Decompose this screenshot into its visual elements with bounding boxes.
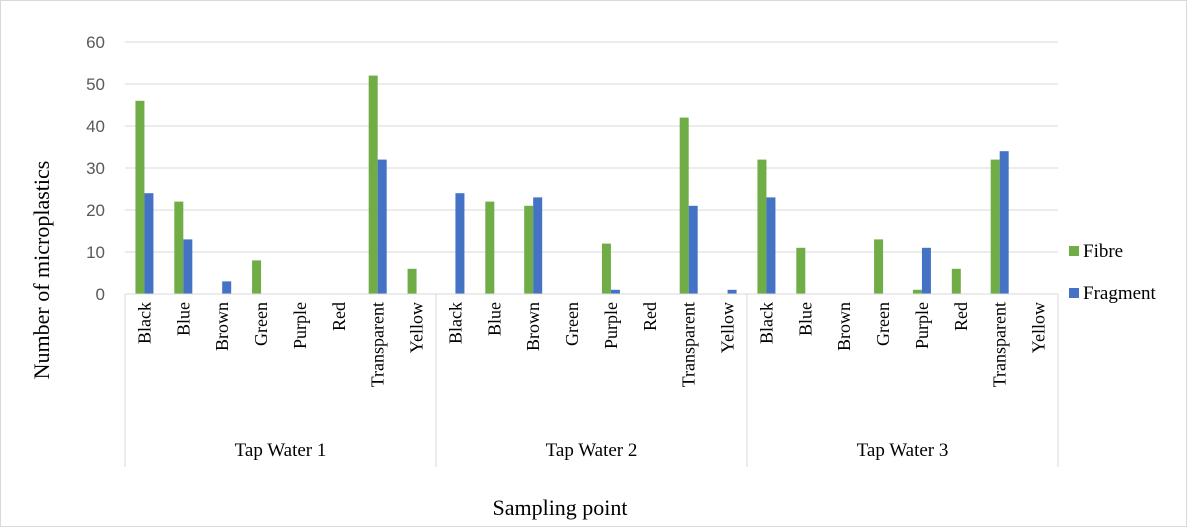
bar-fibre-transparent-g3 [990, 159, 1000, 294]
x-tick-label: Blue [484, 302, 504, 336]
bar-fibre-transparent-g1 [368, 75, 378, 294]
y-tick-label: 60 [86, 33, 105, 52]
bar-fibre-transparent-g2 [679, 117, 689, 294]
bar-fibre-black-g1 [135, 100, 145, 294]
bar-fragment-black-g3 [766, 197, 776, 294]
y-tick-label: 20 [86, 201, 105, 220]
x-tick-label: Brown [834, 302, 854, 351]
x-tick-label: Purple [601, 302, 621, 349]
bar-fragment-purple-g3 [921, 247, 931, 294]
x-tick-label: Red [329, 302, 349, 331]
x-tick-label: Transparent [368, 302, 388, 387]
x-axis-title: Sampling point [492, 495, 627, 520]
bar-fibre-brown-g2 [524, 205, 534, 294]
x-tick-label: Green [251, 302, 271, 346]
bar-fibre-purple-g2 [601, 243, 611, 294]
x-tick-label: Black [445, 302, 465, 344]
bar-fragment-black-g1 [144, 193, 154, 294]
y-tick-labels: 0 10 20 30 40 50 60 [86, 33, 105, 304]
y-tick-label: 30 [86, 159, 105, 178]
y-tick-label: 0 [96, 285, 105, 304]
bar-fibre-green-g3 [874, 239, 884, 294]
x-tick-label: Purple [912, 302, 932, 349]
x-tick-label: Yellow [407, 302, 427, 353]
legend-swatch-fragment [1069, 288, 1079, 298]
bar-fragment-transparent-g2 [688, 205, 698, 294]
bar-fibre-purple-g3 [912, 289, 922, 294]
x-tick-label: Transparent [990, 302, 1010, 387]
x-tick-label: Black [756, 302, 776, 344]
group-label: Tap Water 3 [857, 440, 949, 461]
group-label: Tap Water 1 [235, 440, 327, 461]
group-label: Tap Water 2 [546, 440, 638, 461]
bar-fragment-transparent-g3 [999, 151, 1009, 294]
bar-fragment-purple-g2 [610, 289, 620, 294]
legend: Fibre Fragment [1069, 241, 1157, 304]
bar-fragment-black-g2 [455, 193, 465, 294]
bar-fibre-green-g1 [252, 260, 262, 294]
x-tick-label: Transparent [679, 302, 699, 387]
x-tick-label: Blue [795, 302, 815, 336]
bar-fibre-black-g3 [757, 159, 767, 294]
bar-fibre-blue-g2 [485, 201, 495, 294]
bar-fibre-yellow-g1 [407, 268, 417, 294]
bar-fragment-brown-g1 [222, 281, 232, 294]
bar-fibre-red-g3 [951, 268, 961, 294]
bars [135, 75, 1009, 294]
y-axis-title: Number of microplastics [29, 161, 54, 380]
x-tick-label: Brown [523, 302, 543, 351]
legend-label-fragment: Fragment [1083, 283, 1157, 304]
x-tick-label: Green [562, 302, 582, 346]
bar-fragment-transparent-g1 [377, 159, 387, 294]
bar-fragment-brown-g2 [533, 197, 543, 294]
x-tick-label: Green [873, 302, 893, 346]
x-tick-label: Yellow [1029, 302, 1049, 353]
x-axis: Black Blue Brown Green Purple Red Transparent Y… [124, 293, 1059, 467]
legend-label-fibre: Fibre [1083, 241, 1123, 262]
y-tick-label: 40 [86, 117, 105, 136]
gridlines [125, 41, 1058, 295]
x-tick-label: Yellow [718, 302, 738, 353]
y-tick-label: 10 [86, 243, 105, 262]
x-tick-label: Black [134, 302, 154, 344]
bar-fibre-blue-g1 [174, 201, 184, 294]
x-tick-label: Blue [173, 302, 193, 336]
x-tick-label: Purple [290, 302, 310, 349]
bar-fragment-yellow-g2 [727, 289, 737, 294]
legend-swatch-fibre [1069, 246, 1079, 256]
bar-fragment-blue-g1 [183, 239, 193, 294]
x-tick-label: Brown [212, 302, 232, 351]
x-tick-label: Red [640, 302, 660, 331]
y-tick-label: 50 [86, 75, 105, 94]
x-tick-label: Red [951, 302, 971, 331]
bar-fibre-blue-g3 [796, 247, 806, 294]
